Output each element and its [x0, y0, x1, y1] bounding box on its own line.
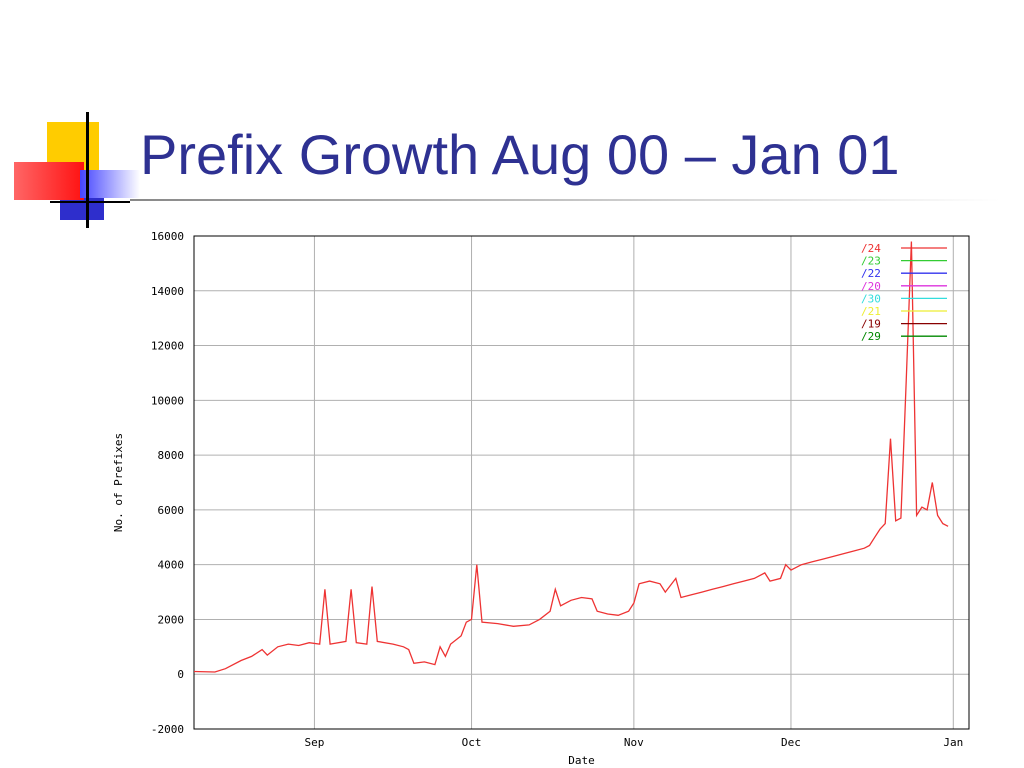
- x-tick-label: Dec: [781, 736, 801, 749]
- legend-label: /21: [861, 305, 881, 318]
- legend-label: /30: [861, 292, 881, 305]
- legend-label: /20: [861, 280, 881, 293]
- grid: [194, 235, 969, 730]
- y-axis-title: No. of Prefixes: [112, 433, 125, 532]
- x-tick-label: Jan: [943, 736, 963, 749]
- x-tick-label: Sep: [305, 736, 325, 749]
- y-tick-label: 6000: [158, 504, 185, 517]
- y-tick-label: 10000: [151, 394, 184, 407]
- y-tick-label: 16000: [151, 230, 184, 243]
- ornament-blue-gradient-bar: [80, 170, 140, 198]
- legend-label: /29: [861, 330, 881, 343]
- legend-label: /24: [861, 242, 881, 255]
- y-tick-label: 4000: [158, 559, 185, 572]
- slide-title: Prefix Growth Aug 00 – Jan 01: [140, 123, 900, 186]
- y-tick-label: 0: [177, 668, 184, 681]
- series-line: [193, 241, 949, 673]
- title-ornament: [0, 100, 140, 230]
- x-axis-title: Date: [568, 754, 595, 767]
- axis-ticks: -2000 0 2000 4000 6000 8000 10000 12000 14000 160…: [151, 230, 963, 749]
- y-tick-label: 2000: [158, 613, 185, 626]
- legend-label: /19: [861, 318, 881, 331]
- y-tick-label: 12000: [151, 340, 184, 353]
- y-tick-label: 14000: [151, 285, 184, 298]
- legend-label: /23: [861, 255, 881, 268]
- prefix-growth-chart: -2000 0 2000 4000 6000 8000 10000 12000 14000 160…: [112, 230, 970, 767]
- legend: /24/23/22/20/30/21/19/29: [861, 242, 947, 343]
- x-tick-label: Oct: [462, 736, 482, 749]
- x-tick-label: Nov: [624, 736, 644, 749]
- ornament-vertical-line: [86, 112, 89, 228]
- ornament-red-gradient-bar: [14, 162, 84, 200]
- title-underline: [130, 199, 1000, 201]
- plot-frame: [193, 235, 970, 730]
- y-tick-label: -2000: [151, 723, 184, 736]
- legend-label: /22: [861, 267, 881, 280]
- y-tick-label: 8000: [158, 449, 185, 462]
- ornament-horizontal-line: [50, 201, 130, 203]
- series-lines: [193, 241, 949, 673]
